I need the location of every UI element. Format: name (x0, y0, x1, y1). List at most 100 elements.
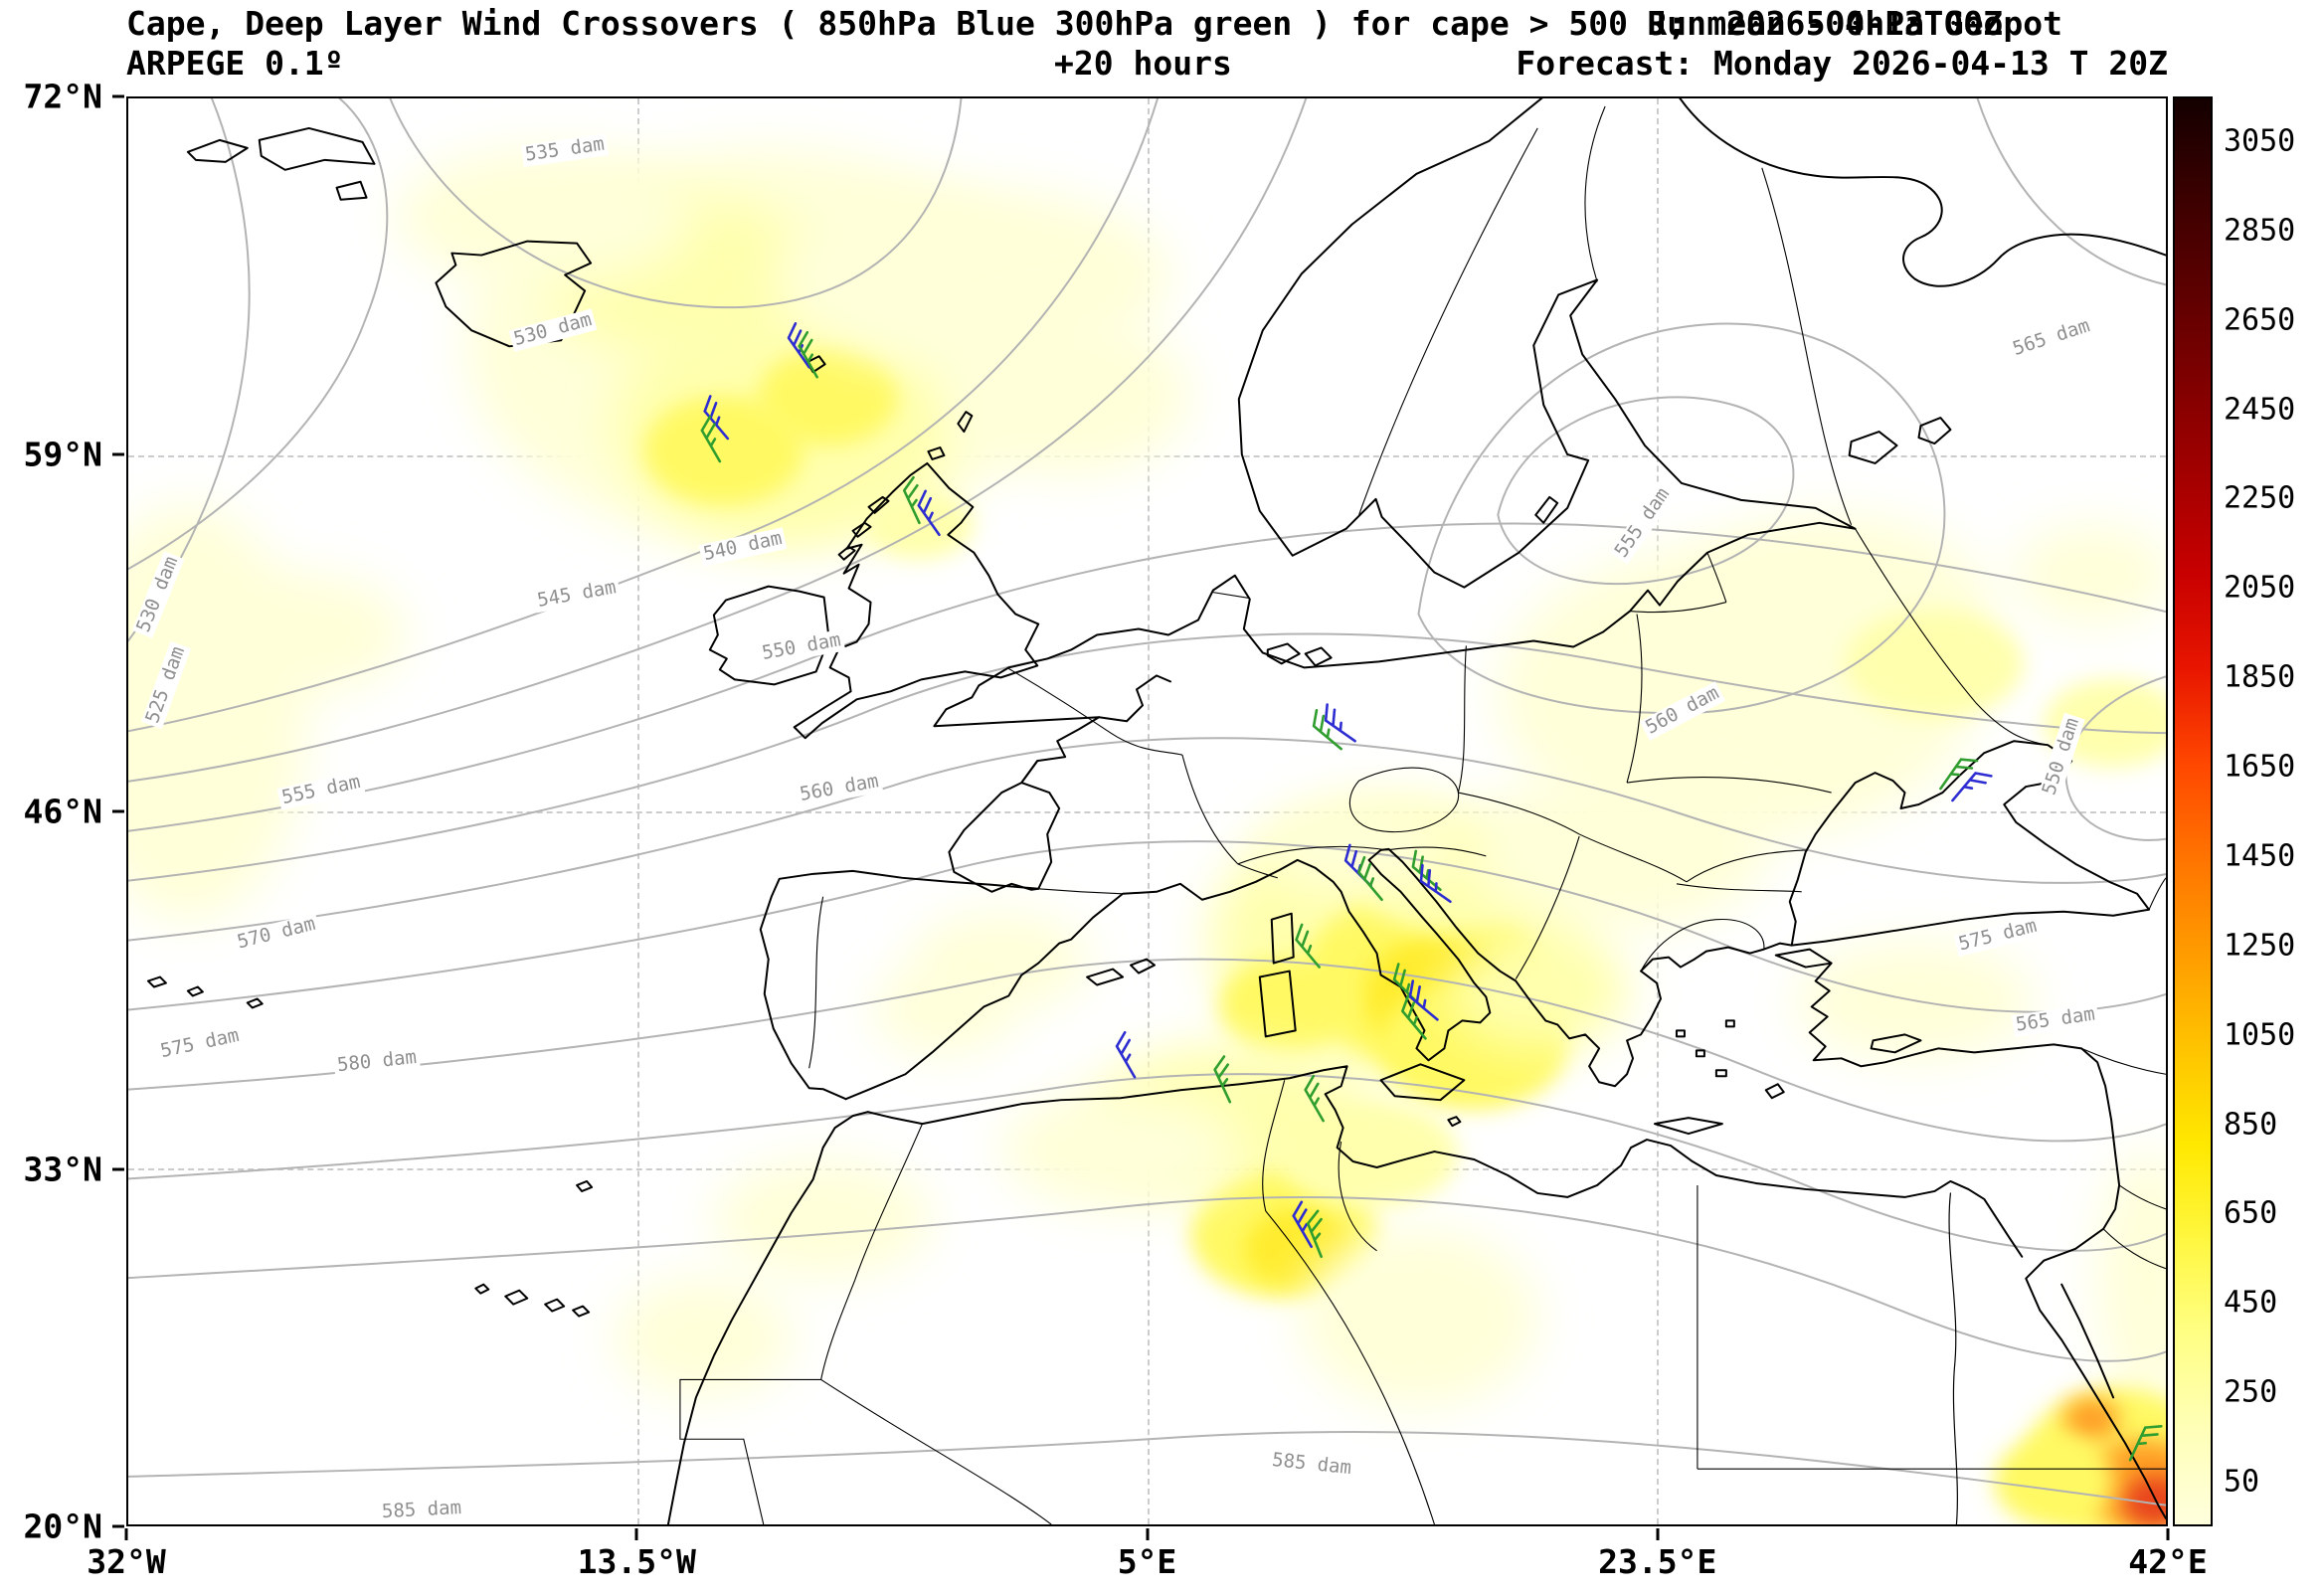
coastline-atlantic-islands (146, 975, 594, 1318)
wind-barb-850hpa (1408, 979, 1439, 1021)
wind-barb-300hpa (1306, 1209, 1323, 1259)
coastlines-layer (146, 98, 2166, 1524)
wind-barb-850hpa (703, 395, 730, 441)
contour-565-northeast (1976, 98, 2166, 286)
coastline-mediterranean-islands (1086, 912, 1922, 1136)
contour-555 (128, 632, 2166, 882)
map-canvas (128, 98, 2166, 1524)
wind-barb-300hpa (1411, 849, 1442, 892)
colorbar-tick-label: 1450 (2224, 838, 2296, 874)
coastline-ireland (708, 585, 830, 686)
valid-time-label: Forecast: Monday 2026-04-13 T 20Z (1516, 44, 2168, 83)
chart-title: Cape, Deep Layer Wind Crossovers ( 850hP… (126, 4, 2063, 43)
coastline-iberia-france-northsea-baltic-norway (759, 98, 1857, 1101)
wind-barb-300hpa (1312, 708, 1342, 751)
colorbar-tick-label: 50 (2224, 1464, 2260, 1500)
cape-colorbar (2173, 96, 2213, 1526)
coastline-denmark-islands-gotland (1266, 495, 1559, 667)
x-axis-tick-mark (634, 1528, 638, 1540)
wind-barb-300hpa (902, 475, 921, 525)
coastline-hebrides (837, 495, 890, 561)
cape-shading-layer (128, 147, 2166, 1524)
colorbar-tick-label: 3050 (2224, 123, 2296, 159)
y-axis-tick-mark (112, 94, 124, 98)
colorbar-tick-labels: 3050 2850 2650 2450 2250 2050 1850 1650 1450 1250… (2224, 96, 2323, 1526)
wind-barbs-layer (700, 321, 2163, 1462)
colorbar-tick-label: 2450 (2224, 392, 2296, 428)
wind-barb-300hpa (798, 330, 818, 379)
y-axis-tick-label: 59°N (23, 435, 102, 473)
wind-barb-300hpa (2128, 1425, 2163, 1462)
contour-570 (128, 958, 2166, 1143)
colorbar-tick-label: 1850 (2224, 659, 2296, 695)
y-axis-tick-label: 33°N (23, 1150, 102, 1188)
wind-barb-300hpa (1392, 963, 1421, 1006)
coastline-great-britain (793, 461, 1040, 740)
wind-barb-300hpa (1304, 1074, 1325, 1123)
x-axis-tick-label: 5°E (1117, 1542, 1177, 1581)
wind-barb-850hpa (1292, 1200, 1313, 1249)
x-axis-tick-label: 42°E (2128, 1542, 2208, 1581)
colorbar-tick-label: 650 (2224, 1195, 2278, 1231)
colorbar-tick-label: 2650 (2224, 302, 2296, 338)
wind-barb-850hpa (1115, 1030, 1137, 1079)
x-axis-tick-label: 23.5°E (1598, 1542, 1717, 1581)
wind-barb-850hpa (1419, 863, 1452, 904)
x-axis-tick-label: 32°W (87, 1542, 166, 1581)
model-label: ARPEGE 0.1º (126, 44, 344, 83)
colorbar-gradient (2175, 98, 2211, 1524)
contour-565 (128, 840, 2166, 1013)
contour-550 (128, 522, 2166, 832)
coastline-turkey-levant-redsea (1774, 948, 2166, 1520)
contour-555-baltic-low (1497, 396, 1795, 586)
contour-535 (389, 98, 963, 309)
coastline-mediterranean-north (844, 847, 1793, 1101)
y-axis-tick-label: 46°N (23, 792, 102, 831)
coastline-greenland-fragments (186, 126, 376, 201)
contour-585 (128, 1431, 2166, 1506)
x-axis-tick-mark (1656, 1528, 1660, 1540)
geopotential-contours-layer (128, 98, 2166, 1506)
x-axis-tick-mark (124, 1528, 128, 1540)
river-nile (1948, 1192, 1958, 1524)
y-axis-tick-mark (112, 1524, 124, 1528)
wind-barb-850hpa (787, 321, 810, 369)
wind-barb-300hpa (1401, 994, 1427, 1040)
colorbar-tick-label: 1050 (2224, 1017, 2296, 1053)
wind-barb-850hpa (1951, 772, 1993, 802)
y-axis-tick-label: 20°N (23, 1506, 102, 1546)
y-axis-tick-label: 72°N (23, 77, 102, 116)
map-plot: 535 dam 530 dam 530 dam 525 dam 540 dam 545 d… (126, 96, 2168, 1526)
colorbar-tick-label: 2850 (2224, 213, 2296, 249)
colorbar-tick-label: 1250 (2224, 928, 2296, 964)
grid-line-horizontal (128, 811, 2166, 813)
colorbar-tick-label: 850 (2224, 1107, 2278, 1143)
x-axis-tick-label: 13.5°W (577, 1542, 696, 1581)
wind-barb-300hpa (1295, 923, 1321, 969)
coastline-north-africa (666, 1065, 2024, 1524)
contour-580 (128, 1196, 2166, 1362)
y-axis-tick-mark (112, 452, 124, 455)
wind-barb-300hpa (700, 415, 722, 463)
contour-560-baltic-low (1417, 322, 1946, 715)
colorbar-tick-label: 1650 (2224, 749, 2296, 785)
wind-barb-300hpa (1357, 855, 1383, 902)
wind-barb-850hpa (1324, 703, 1356, 743)
contour-560 (128, 737, 2166, 942)
coastline-brittany-fix (948, 674, 1171, 893)
x-axis-tick-mark (2166, 1528, 2170, 1540)
lead-time-label: +20 hours (1054, 44, 1232, 83)
wind-barb-850hpa (917, 489, 941, 537)
coastline-white-sea-kola (1679, 98, 2166, 287)
colorbar-tick-label: 2250 (2224, 480, 2296, 516)
colorbar-tick-label: 450 (2224, 1285, 2278, 1321)
colorbar-tick-label: 250 (2224, 1374, 2278, 1410)
colorbar-tick-label: 2050 (2224, 570, 2296, 606)
wind-barb-300hpa (1213, 1055, 1232, 1104)
x-axis-tick-mark (1146, 1528, 1149, 1540)
contour-530 (128, 98, 389, 571)
lakes-ladoga-onega (1848, 417, 1952, 464)
contour-545 (128, 98, 1308, 783)
y-axis-tick-mark (112, 1167, 124, 1170)
y-axis: 72°N 59°N 46°N 33°N 20°N (0, 78, 126, 1546)
